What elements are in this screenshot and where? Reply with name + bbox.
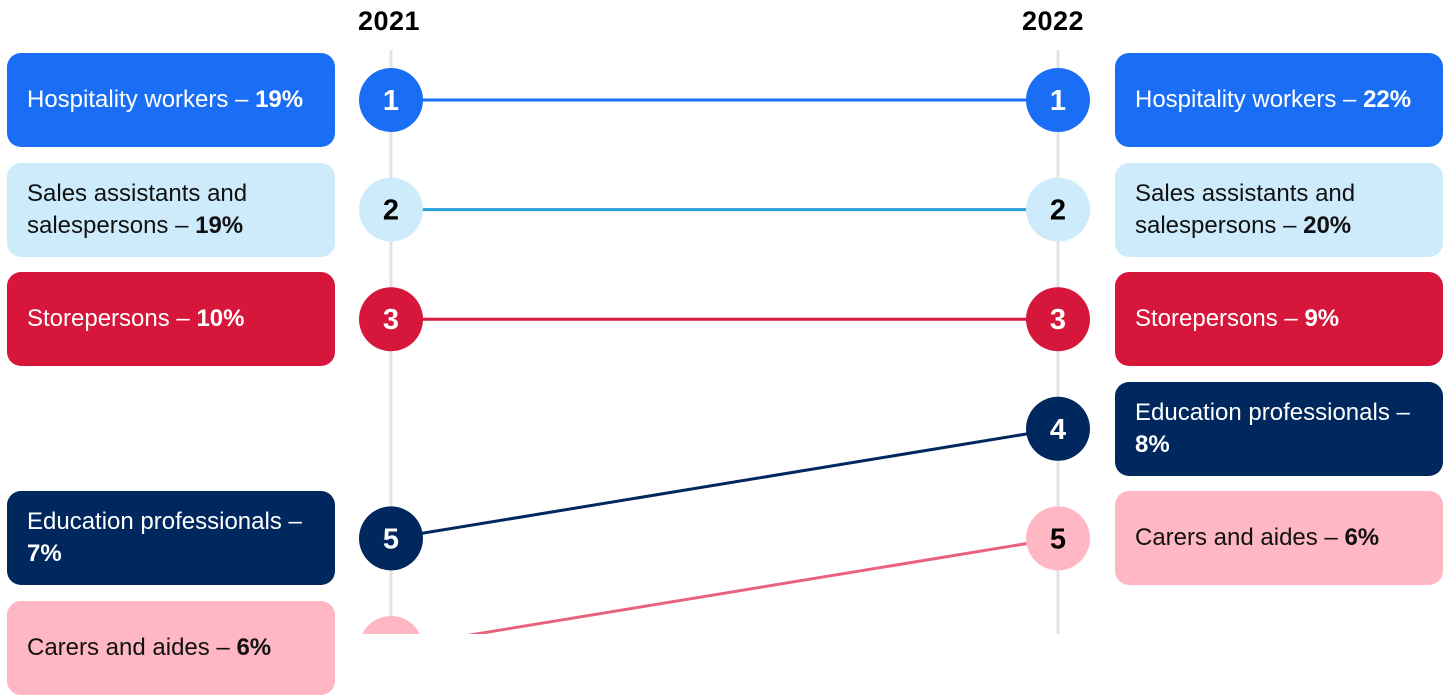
percentage-value: 22%: [1363, 86, 1412, 113]
label-box-2021-rank-2: Sales assistants and salespersons – 19%: [7, 162, 335, 257]
label-text: Carers and aides – 6%: [27, 632, 271, 664]
percentage-value: 9%: [1304, 305, 1340, 333]
rank-number-2022-3: 3: [1050, 304, 1066, 336]
rank-number-2021-5: 5: [383, 523, 399, 555]
label-text: Hospitality workers – 22%: [1135, 84, 1411, 116]
rank-circle-2021-5: [359, 506, 423, 571]
occupation-name: Carers and aides: [1135, 524, 1318, 552]
rank-circle-2022-3: [1026, 287, 1090, 352]
connector-line-5: [466, 536, 1059, 634]
label-box-2022-rank-4: Education professionals – 8%: [1115, 381, 1443, 476]
label-box-2022-rank-3: Storepersons – 9%: [1115, 272, 1443, 367]
percentage-value: 10%: [196, 305, 245, 333]
label-box-2022-rank-2: Sales assistants and salespersons – 20%: [1115, 162, 1443, 257]
percentage-value: 19%: [255, 86, 304, 113]
percentage-value: 6%: [236, 634, 272, 661]
occupation-name: Hospitality workers: [1135, 86, 1337, 113]
rank-circle-2021-1: [359, 68, 423, 132]
percentage-value: 19%: [195, 211, 244, 239]
occupation-name: Education professionals: [27, 508, 282, 536]
rank-number-2022-5: 5: [1050, 523, 1066, 555]
dash-separator: –: [1389, 398, 1410, 426]
label-text: Education professionals – 8%: [1135, 397, 1423, 461]
occupation-name: Storepersons: [1135, 305, 1278, 333]
percentage-value: 6%: [1344, 524, 1380, 552]
dash-separator: –: [1317, 524, 1345, 552]
rank-circle-2021-6: [362, 616, 420, 634]
rank-number-2022-1: 1: [1050, 85, 1066, 117]
label-box-2021-rank-6: Carers and aides – 6%: [7, 601, 335, 695]
occupation-name: Storepersons: [27, 305, 170, 333]
rank-circle-2021-3: [359, 287, 423, 352]
occupation-name: Carers and aides: [27, 634, 210, 661]
label-text: Education professionals – 7%: [27, 506, 315, 570]
label-text: Storepersons – 9%: [1135, 303, 1339, 335]
rank-circle-2022-2: [1026, 177, 1090, 242]
dash-separator: –: [209, 634, 237, 661]
percentage-value: 7%: [27, 540, 62, 568]
percentage-value: 8%: [1135, 430, 1170, 458]
dash-separator: –: [1277, 305, 1305, 333]
connector-line-4: [390, 427, 1059, 540]
percentage-value: 20%: [1303, 211, 1352, 239]
label-text: Carers and aides – 6%: [1135, 522, 1379, 554]
year-label-2021: 2021: [358, 6, 421, 36]
rank-number-2021-3: 3: [383, 304, 399, 336]
occupation-name: Sales assistants and salespersons: [27, 179, 248, 239]
rank-number-2021-1: 1: [383, 85, 399, 117]
label-text: Sales assistants and salespersons – 20%: [1135, 178, 1423, 242]
label-box-2022-rank-1: Hospitality workers – 22%: [1115, 53, 1443, 147]
dash-separator: –: [1336, 86, 1364, 113]
occupation-name: Education professionals: [1135, 398, 1390, 426]
rank-number-2022-2: 2: [1050, 195, 1066, 227]
rank-slope-chart: 1122335465 2021 2022 Hospitality workers…: [7, 6, 1443, 695]
occupation-name: Hospitality workers: [27, 86, 229, 113]
occupation-name: Sales assistants and salespersons: [1135, 179, 1356, 239]
dash-separator: –: [228, 86, 256, 113]
rank-number-2022-4: 4: [1050, 414, 1066, 446]
chart-svg: 1122335465: [359, 50, 1090, 634]
label-box-2021-rank-3: Storepersons – 10%: [7, 272, 335, 367]
dash-separator: –: [169, 305, 197, 333]
label-text: Hospitality workers – 19%: [27, 84, 303, 116]
rank-circle-2022-5: [1026, 506, 1090, 571]
rank-number-2021-2: 2: [383, 195, 399, 227]
year-label-2022: 2022: [1022, 6, 1085, 36]
rank-circle-2022-4: [1026, 396, 1090, 461]
label-box-2021-rank-1: Hospitality workers – 19%: [7, 53, 335, 147]
dash-separator: –: [168, 211, 196, 239]
rank-circle-2022-1: [1026, 68, 1090, 132]
label-box-2022-rank-5: Carers and aides – 6%: [1115, 491, 1443, 586]
label-text: Storepersons – 10%: [27, 303, 244, 335]
rank-circle-2021-2: [359, 177, 423, 242]
dash-separator: –: [1276, 211, 1304, 239]
dash-separator: –: [281, 508, 302, 536]
label-text: Sales assistants and salespersons – 19%: [27, 178, 315, 242]
label-box-2021-rank-5: Education professionals – 7%: [7, 491, 335, 586]
